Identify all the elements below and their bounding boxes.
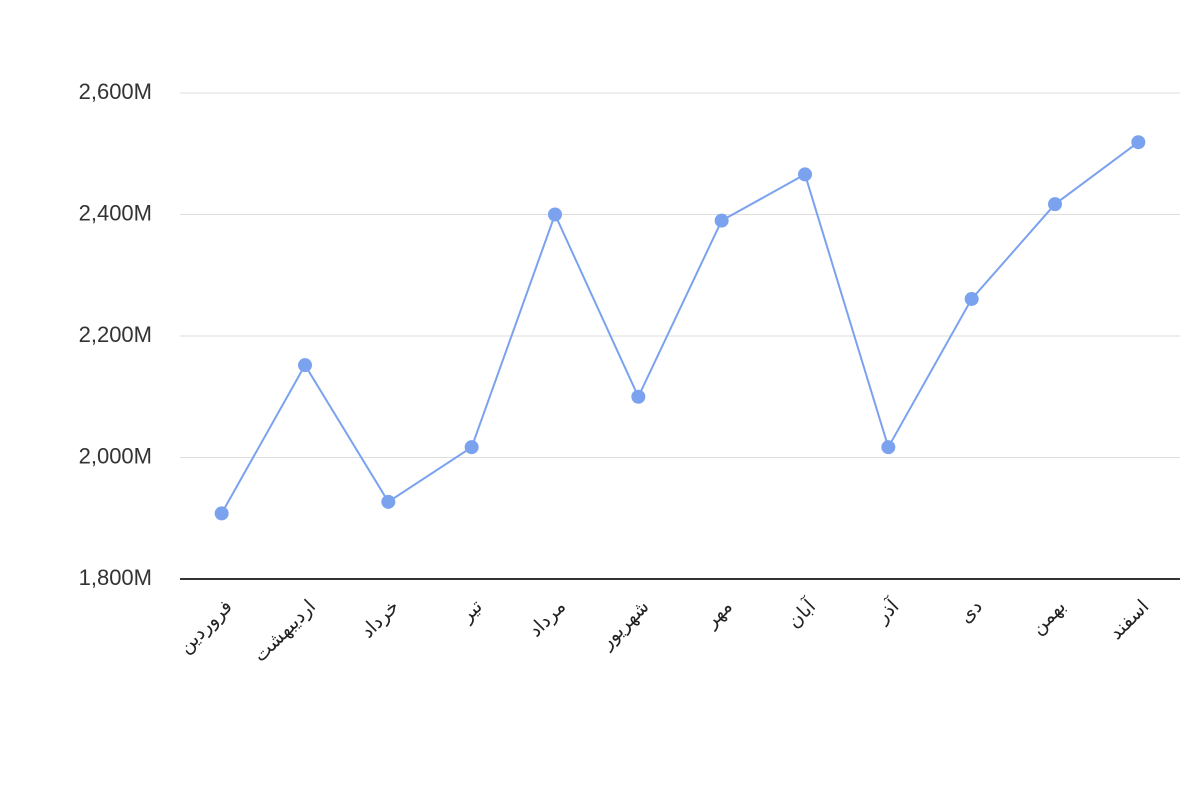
y-tick-label: 2,000M [79, 443, 152, 468]
data-point [1131, 135, 1146, 150]
data-point [798, 167, 812, 182]
data-point [298, 358, 312, 373]
data-point [381, 494, 396, 509]
x-tick-label: اسفند [1106, 596, 1154, 644]
x-tick-label: آبان [782, 594, 821, 633]
x-tick-label: تیر [456, 596, 487, 627]
y-tick-label: 2,400M [79, 200, 152, 225]
x-tick-label: شهریور [596, 596, 654, 654]
data-point [631, 389, 646, 404]
y-tick-label: 2,600M [79, 79, 152, 104]
data-line [220, 141, 1139, 514]
x-tick-label: آذر [870, 594, 904, 628]
data-point [214, 506, 229, 521]
data-point [881, 440, 896, 455]
x-tick-label: بهمن [1027, 596, 1070, 639]
x-tick-label: خرداد [357, 596, 403, 642]
data-point [548, 207, 562, 222]
data-point [714, 213, 729, 228]
y-tick-label: 2,200M [79, 322, 152, 347]
data-point [964, 291, 979, 306]
x-tick-label: اردیبهشت [250, 596, 320, 666]
x-tick-label: فروردین [175, 596, 237, 658]
x-tick-label: مهر [700, 596, 736, 632]
x-tick-label: دی [955, 596, 986, 627]
data-point [464, 440, 479, 455]
x-tick-label: مرداد [525, 596, 570, 641]
y-tick-label: 1,800M [79, 565, 152, 590]
data-point [1048, 197, 1062, 212]
